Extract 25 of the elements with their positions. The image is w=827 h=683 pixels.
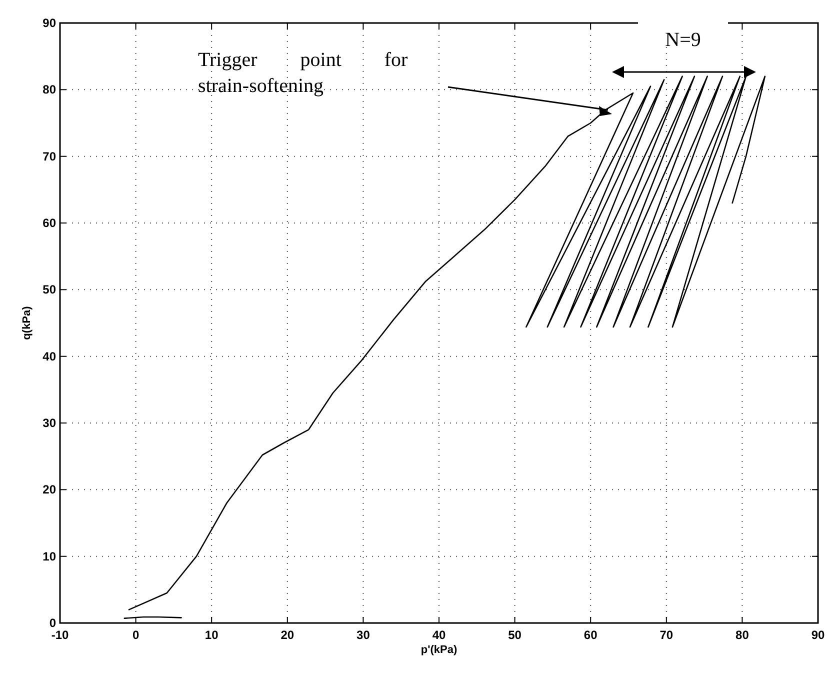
y-tick-label: 90	[42, 16, 56, 30]
annotation: N=9	[665, 29, 701, 51]
y-tick-label: 70	[42, 149, 56, 164]
x-tick-label: 90	[811, 628, 825, 642]
y-tick-label: 30	[42, 416, 56, 430]
y-tick-label: 50	[42, 282, 56, 297]
x-tick-label: 60	[584, 628, 598, 642]
x-tick-label: 80	[736, 628, 750, 642]
y-axis-title: q(kPa)	[21, 306, 33, 340]
x-tick-label: 20	[280, 628, 294, 642]
annotation: Trigger point for strain-softening	[198, 49, 408, 97]
y-tick-label: 20	[42, 482, 56, 497]
x-tick-label: 0	[132, 628, 140, 642]
x-tick-label: 10	[204, 628, 219, 642]
x-tick-label: 50	[508, 628, 522, 642]
x-tick-label: 70	[660, 628, 674, 642]
y-tick-label: 80	[42, 82, 56, 97]
x-tick-label: 40	[432, 628, 446, 642]
y-tick-label: 10	[42, 549, 56, 564]
y-tick-label: 40	[42, 349, 56, 364]
x-axis-title: p'(kPa)	[420, 644, 458, 656]
y-tick-label: 0	[49, 616, 56, 630]
x-tick-label: -10	[51, 628, 69, 642]
y-tick-label: 60	[42, 216, 56, 230]
x-tick-label: 30	[356, 628, 370, 642]
